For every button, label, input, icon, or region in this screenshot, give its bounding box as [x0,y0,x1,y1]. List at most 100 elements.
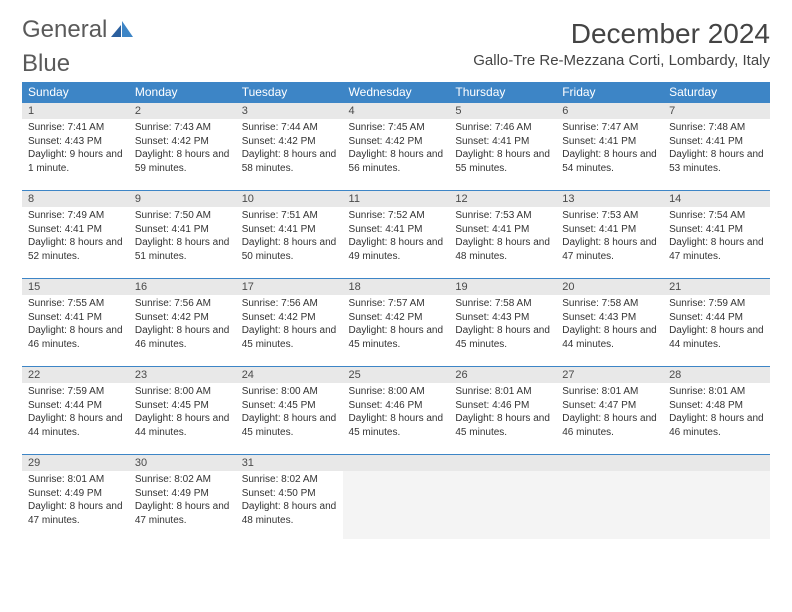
daylight-text: Daylight: 8 hours and 46 minutes. [28,324,123,351]
calendar-cell: 21Sunrise: 7:59 AMSunset: 4:44 PMDayligh… [663,278,770,366]
calendar-cell [663,454,770,542]
location-subtitle: Gallo-Tre Re-Mezzana Corti, Lombardy, It… [473,52,770,69]
logo-word1: General [22,16,107,43]
day-number: 20 [556,278,663,295]
calendar-cell: 31Sunrise: 8:02 AMSunset: 4:50 PMDayligh… [236,454,343,542]
day-body: Sunrise: 8:02 AMSunset: 4:49 PMDaylight:… [129,471,236,531]
day-body: Sunrise: 7:50 AMSunset: 4:41 PMDaylight:… [129,207,236,267]
day-number: 26 [449,366,556,383]
daylight-text: Daylight: 8 hours and 46 minutes. [562,412,657,439]
day-number: 9 [129,190,236,207]
day-number: 11 [343,190,450,207]
empty-daynum [343,454,450,471]
daylight-text: Daylight: 9 hours and 1 minute. [28,148,123,175]
day-header: Friday [556,82,663,102]
empty-daybody [556,471,663,539]
daylight-text: Daylight: 8 hours and 48 minutes. [455,236,550,263]
calendar-cell: 30Sunrise: 8:02 AMSunset: 4:49 PMDayligh… [129,454,236,542]
calendar-cell [449,454,556,542]
daylight-text: Daylight: 8 hours and 49 minutes. [349,236,444,263]
empty-daynum [663,454,770,471]
daylight-text: Daylight: 8 hours and 44 minutes. [669,324,764,351]
daylight-text: Daylight: 8 hours and 45 minutes. [455,412,550,439]
daylight-text: Daylight: 8 hours and 45 minutes. [242,412,337,439]
calendar-cell: 13Sunrise: 7:53 AMSunset: 4:41 PMDayligh… [556,190,663,278]
day-body: Sunrise: 7:43 AMSunset: 4:42 PMDaylight:… [129,119,236,179]
day-body: Sunrise: 8:00 AMSunset: 4:45 PMDaylight:… [129,383,236,443]
day-body: Sunrise: 7:44 AMSunset: 4:42 PMDaylight:… [236,119,343,179]
sunset-text: Sunset: 4:48 PM [669,399,764,413]
calendar-table: Sunday Monday Tuesday Wednesday Thursday… [22,82,770,542]
sunrise-text: Sunrise: 8:00 AM [242,385,337,399]
day-header-row: Sunday Monday Tuesday Wednesday Thursday… [22,82,770,102]
sunrise-text: Sunrise: 7:46 AM [455,121,550,135]
day-number: 24 [236,366,343,383]
sunrise-text: Sunrise: 8:01 AM [28,473,123,487]
calendar-week-row: 1Sunrise: 7:41 AMSunset: 4:43 PMDaylight… [22,102,770,190]
daylight-text: Daylight: 8 hours and 47 minutes. [135,500,230,527]
calendar-cell: 22Sunrise: 7:59 AMSunset: 4:44 PMDayligh… [22,366,129,454]
day-body: Sunrise: 7:54 AMSunset: 4:41 PMDaylight:… [663,207,770,267]
daylight-text: Daylight: 8 hours and 47 minutes. [669,236,764,263]
sunrise-text: Sunrise: 7:43 AM [135,121,230,135]
day-number: 15 [22,278,129,295]
daylight-text: Daylight: 8 hours and 45 minutes. [349,412,444,439]
day-body: Sunrise: 7:57 AMSunset: 4:42 PMDaylight:… [343,295,450,355]
sunrise-text: Sunrise: 7:57 AM [349,297,444,311]
calendar-cell: 15Sunrise: 7:55 AMSunset: 4:41 PMDayligh… [22,278,129,366]
day-number: 14 [663,190,770,207]
calendar-cell: 6Sunrise: 7:47 AMSunset: 4:41 PMDaylight… [556,102,663,190]
calendar-cell: 10Sunrise: 7:51 AMSunset: 4:41 PMDayligh… [236,190,343,278]
day-body: Sunrise: 7:52 AMSunset: 4:41 PMDaylight:… [343,207,450,267]
day-number: 16 [129,278,236,295]
calendar-week-row: 29Sunrise: 8:01 AMSunset: 4:49 PMDayligh… [22,454,770,542]
calendar-cell: 5Sunrise: 7:46 AMSunset: 4:41 PMDaylight… [449,102,556,190]
daylight-text: Daylight: 8 hours and 51 minutes. [135,236,230,263]
day-body: Sunrise: 7:41 AMSunset: 4:43 PMDaylight:… [22,119,129,179]
sunset-text: Sunset: 4:42 PM [242,135,337,149]
sunset-text: Sunset: 4:47 PM [562,399,657,413]
calendar-cell: 12Sunrise: 7:53 AMSunset: 4:41 PMDayligh… [449,190,556,278]
calendar-cell: 25Sunrise: 8:00 AMSunset: 4:46 PMDayligh… [343,366,450,454]
sunrise-text: Sunrise: 7:59 AM [28,385,123,399]
daylight-text: Daylight: 8 hours and 46 minutes. [669,412,764,439]
day-header: Tuesday [236,82,343,102]
sunset-text: Sunset: 4:41 PM [28,311,123,325]
calendar-cell: 28Sunrise: 8:01 AMSunset: 4:48 PMDayligh… [663,366,770,454]
daylight-text: Daylight: 8 hours and 50 minutes. [242,236,337,263]
day-body: Sunrise: 8:02 AMSunset: 4:50 PMDaylight:… [236,471,343,531]
day-header: Saturday [663,82,770,102]
day-number: 21 [663,278,770,295]
day-header: Wednesday [343,82,450,102]
daylight-text: Daylight: 8 hours and 55 minutes. [455,148,550,175]
day-number: 17 [236,278,343,295]
day-body: Sunrise: 8:00 AMSunset: 4:45 PMDaylight:… [236,383,343,443]
day-number: 22 [22,366,129,383]
day-body: Sunrise: 7:53 AMSunset: 4:41 PMDaylight:… [556,207,663,267]
day-body: Sunrise: 7:56 AMSunset: 4:42 PMDaylight:… [129,295,236,355]
day-number: 18 [343,278,450,295]
sunrise-text: Sunrise: 7:47 AM [562,121,657,135]
empty-daynum [556,454,663,471]
daylight-text: Daylight: 8 hours and 45 minutes. [242,324,337,351]
day-number: 19 [449,278,556,295]
sunset-text: Sunset: 4:41 PM [669,135,764,149]
sunset-text: Sunset: 4:46 PM [349,399,444,413]
calendar-cell: 23Sunrise: 8:00 AMSunset: 4:45 PMDayligh… [129,366,236,454]
day-body: Sunrise: 8:01 AMSunset: 4:46 PMDaylight:… [449,383,556,443]
day-number: 4 [343,102,450,119]
sunrise-text: Sunrise: 7:50 AM [135,209,230,223]
day-body: Sunrise: 7:49 AMSunset: 4:41 PMDaylight:… [22,207,129,267]
sunrise-text: Sunrise: 8:00 AM [135,385,230,399]
day-body: Sunrise: 7:48 AMSunset: 4:41 PMDaylight:… [663,119,770,179]
day-body: Sunrise: 7:47 AMSunset: 4:41 PMDaylight:… [556,119,663,179]
calendar-cell: 2Sunrise: 7:43 AMSunset: 4:42 PMDaylight… [129,102,236,190]
logo: General Blue [22,18,133,76]
daylight-text: Daylight: 8 hours and 45 minutes. [349,324,444,351]
sunset-text: Sunset: 4:43 PM [562,311,657,325]
sunrise-text: Sunrise: 7:49 AM [28,209,123,223]
daylight-text: Daylight: 8 hours and 54 minutes. [562,148,657,175]
calendar-cell: 14Sunrise: 7:54 AMSunset: 4:41 PMDayligh… [663,190,770,278]
calendar-cell: 1Sunrise: 7:41 AMSunset: 4:43 PMDaylight… [22,102,129,190]
sunrise-text: Sunrise: 7:56 AM [135,297,230,311]
